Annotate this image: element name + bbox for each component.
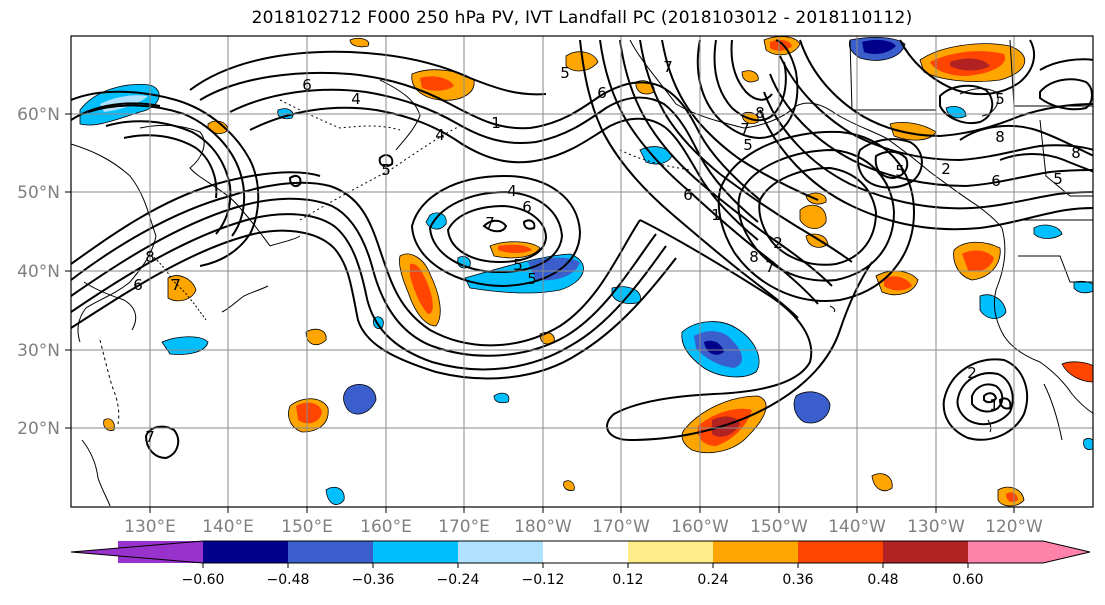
- contour-label: 6: [522, 198, 532, 216]
- graticule: [71, 36, 1093, 507]
- contour-label: 6: [302, 76, 312, 94]
- colorbar-segment: [458, 541, 543, 563]
- lat-tick-label: 60°N: [17, 105, 60, 125]
- lon-tick-label: 120°W: [985, 517, 1043, 537]
- lon-tick-label: 160°W: [671, 517, 729, 537]
- contour-label: 5: [1053, 170, 1063, 188]
- figure-title: 2018102712 F000 250 hPa PV, IVT Landfall…: [251, 8, 913, 28]
- colorbar-extend-high: [968, 541, 1090, 563]
- contour-label: 8: [995, 128, 1005, 146]
- contour-label: 4: [351, 90, 361, 108]
- pv-anomaly-fills: [79, 36, 1093, 507]
- lon-tick-label: 170°E: [438, 517, 490, 537]
- lon-tick-label: 180°W: [514, 517, 572, 537]
- contour-label: 7: [663, 58, 673, 76]
- colorbar-segment: [628, 541, 713, 563]
- contour-label: 5: [527, 270, 537, 288]
- colorbar-tick-label: 0.48: [867, 572, 898, 588]
- colorbar-tick-label: −0.60: [182, 572, 225, 588]
- lon-tick-label: 130°W: [907, 517, 965, 537]
- colorbar-tick-label: −0.24: [437, 572, 480, 588]
- longitude-tick-labels: 130°E 140°E 150°E 160°E 170°E 180°W 170°W 160°W…: [124, 507, 1043, 537]
- contour-label: 8: [749, 248, 759, 266]
- contour-label: 6: [597, 84, 607, 102]
- contour-label: 5: [895, 162, 905, 180]
- contour-label: 7: [485, 214, 495, 232]
- lon-tick-label: 140°E: [202, 517, 254, 537]
- colorbar-tick-label: 0.12: [612, 572, 643, 588]
- contour-label: 7: [765, 258, 775, 276]
- colorbar-tick-label: −0.36: [352, 572, 395, 588]
- contour-label: 1: [491, 114, 501, 132]
- contour-label: 4: [435, 126, 445, 144]
- lat-tick-label: 50°N: [17, 183, 60, 203]
- lat-tick-label: 30°N: [17, 341, 60, 361]
- lon-tick-label: 140°W: [828, 517, 886, 537]
- contour-label: 2: [941, 160, 951, 178]
- colorbar-segment: [543, 541, 628, 563]
- lat-tick-label: 40°N: [17, 262, 60, 282]
- contour-label: 4: [507, 182, 517, 200]
- lon-tick-label: 160°E: [360, 517, 412, 537]
- lon-tick-label: 130°E: [124, 517, 176, 537]
- latitude-tick-labels: 60°N 50°N 40°N 30°N 20°N: [17, 105, 71, 439]
- contour-label: 7: [740, 120, 750, 138]
- lon-tick-label: 170°W: [592, 517, 650, 537]
- contour-label: 7: [145, 428, 155, 446]
- colorbar-segment: [798, 541, 883, 563]
- contour-label: 5: [995, 90, 1005, 108]
- contour-label: 6: [683, 186, 693, 204]
- colorbar-tick-label: −0.12: [522, 572, 565, 588]
- contour-label: 5: [513, 256, 523, 274]
- colorbar-segment: [288, 541, 373, 563]
- colorbar-segment: [713, 541, 798, 563]
- contour-label: 5: [381, 161, 391, 179]
- colorbar-tick-label: 0.36: [782, 572, 813, 588]
- colorbar-segment: [883, 541, 968, 563]
- colorbar-segment: [373, 541, 458, 563]
- colorbar-segment: [203, 541, 288, 563]
- contour-label: 8: [145, 248, 155, 266]
- colorbar-tick-label: −0.48: [267, 572, 310, 588]
- contour-label: 1: [989, 396, 999, 414]
- pv-contours: [71, 39, 1093, 460]
- contour-label: 8: [1071, 144, 1081, 162]
- colorbar-tick-label: 0.24: [697, 572, 728, 588]
- contour-label: 5: [743, 136, 753, 154]
- colorbar-tick-label: 0.60: [952, 572, 983, 588]
- lat-tick-label: 20°N: [17, 419, 60, 439]
- colorbar: −0.60 −0.48 −0.36 −0.24 −0.12 0.12 0.24 0.36 0.4…: [70, 540, 1091, 588]
- contour-label: 6: [991, 172, 1001, 190]
- contour-label: 2: [967, 364, 977, 382]
- contour-label: 7: [171, 276, 181, 294]
- contour-label: 5: [560, 64, 570, 82]
- contour-label: 8: [755, 104, 765, 122]
- contour-label: 1: [711, 206, 721, 224]
- contour-label: 6: [133, 276, 143, 294]
- contour-label: 2: [773, 234, 783, 252]
- negative-anomaly-fill: [79, 36, 1093, 505]
- lon-tick-label: 150°E: [281, 517, 333, 537]
- positive-anomaly-fill: [103, 36, 1093, 507]
- lon-tick-label: 150°W: [750, 517, 808, 537]
